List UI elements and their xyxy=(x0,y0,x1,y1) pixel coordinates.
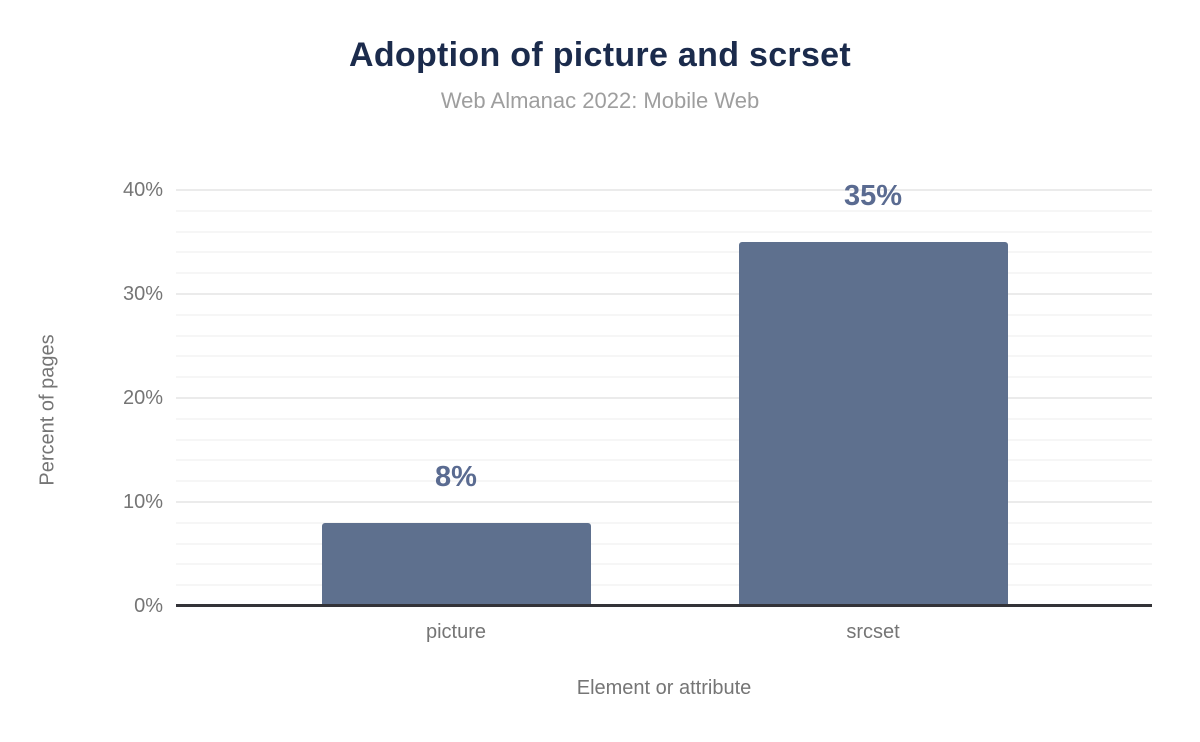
gridline-major xyxy=(176,189,1152,191)
chart-title: Adoption of picture and scrset xyxy=(348,36,852,74)
gridline-major xyxy=(176,397,1152,399)
value-label-srcset: 35% xyxy=(843,180,903,212)
gridline-minor xyxy=(176,251,1152,254)
gridline-minor xyxy=(176,230,1152,233)
gridline-major xyxy=(176,501,1152,503)
bar-picture[interactable] xyxy=(321,522,591,606)
gridline-minor xyxy=(176,480,1152,483)
bar-srcset[interactable] xyxy=(738,242,1008,606)
gridline-minor xyxy=(176,355,1152,358)
gridline-minor xyxy=(176,334,1152,337)
y-tick-label-40: 40% xyxy=(122,179,163,201)
gridline-minor xyxy=(176,459,1152,462)
gridline-minor xyxy=(176,584,1152,587)
x-axis-line xyxy=(176,604,1152,607)
chart-subtitle: Web Almanac 2022: Mobile Web xyxy=(440,88,760,113)
y-tick-label-30: 30% xyxy=(122,283,163,305)
y-axis-title: Percent of pages xyxy=(36,334,59,486)
gridline-minor xyxy=(176,542,1152,545)
x-tick-label-picture: picture xyxy=(425,621,487,643)
x-tick-label-srcset: srcset xyxy=(846,621,900,643)
gridline-minor xyxy=(176,438,1152,441)
gridline-minor xyxy=(176,376,1152,379)
gridline-minor xyxy=(176,272,1152,275)
gridline-major xyxy=(176,293,1152,295)
x-axis-title: Element or attribute xyxy=(576,677,752,699)
gridline-minor xyxy=(176,417,1152,420)
gridline-minor xyxy=(176,313,1152,316)
y-tick-label-0: 0% xyxy=(134,595,163,617)
y-tick-label-10: 10% xyxy=(122,491,163,513)
gridline-minor xyxy=(176,521,1152,524)
y-tick-label-20: 20% xyxy=(122,387,163,409)
gridline-minor xyxy=(176,209,1152,212)
value-label-picture: 8% xyxy=(435,460,477,493)
plot-area: 8% 35% xyxy=(176,182,1152,607)
gridline-minor xyxy=(176,563,1152,566)
